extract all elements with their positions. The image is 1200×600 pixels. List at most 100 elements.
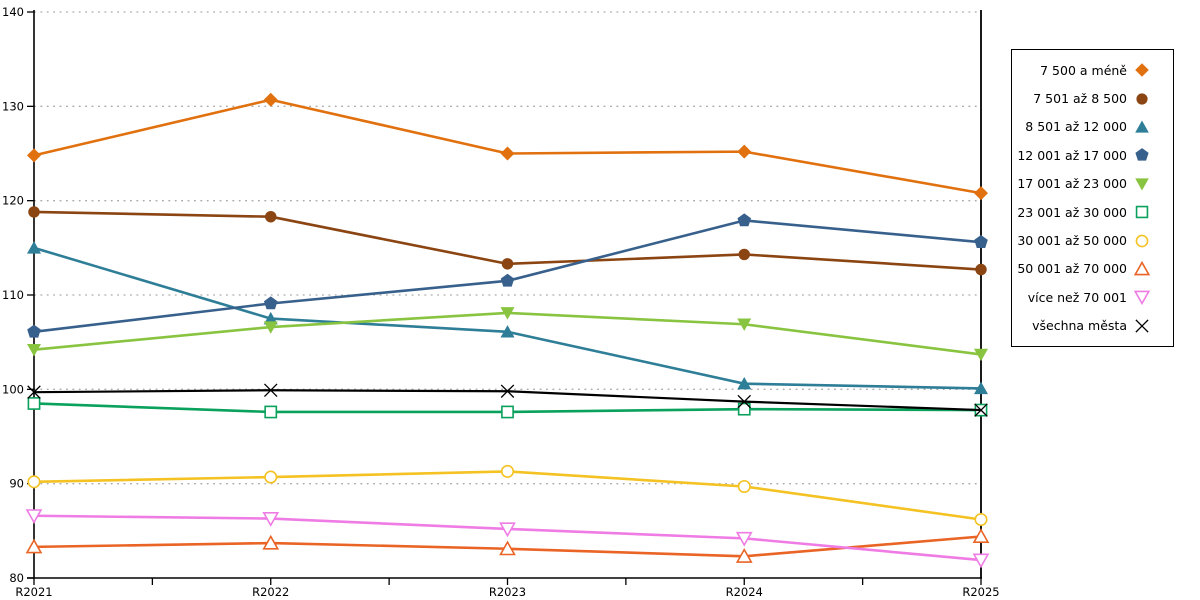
diamond-marker bbox=[974, 186, 988, 201]
square-marker bbox=[737, 402, 751, 416]
legend-marker-icon bbox=[1135, 178, 1149, 191]
legend-label: 50 001 až 70 000 bbox=[1017, 261, 1127, 277]
triangle-down-marker bbox=[27, 343, 41, 357]
y-tick-label: 100 bbox=[2, 382, 24, 396]
legend-label: všechna města bbox=[1032, 318, 1127, 334]
legend-marker-icon bbox=[1135, 120, 1149, 133]
circle-marker bbox=[974, 512, 988, 527]
axes: 80 90 100 110 120 130 140 R2021 R2022 R2023 R2024 R… bbox=[2, 5, 1000, 599]
legend-item: 7 501 až 8 500 bbox=[1012, 87, 1173, 111]
x-tick-label: R2023 bbox=[489, 585, 526, 599]
y-tick-label: 120 bbox=[2, 194, 24, 208]
triangle-down-marker bbox=[500, 307, 515, 320]
x-marker bbox=[27, 385, 41, 399]
legend-marker-icon bbox=[1133, 260, 1151, 276]
triangle-up-marker bbox=[974, 381, 988, 395]
square-marker bbox=[501, 405, 514, 419]
square-marker bbox=[27, 397, 41, 410]
triangle-up-marker bbox=[1133, 260, 1151, 276]
triangle-up-marker bbox=[27, 241, 41, 254]
x-tick-label: R2021 bbox=[15, 585, 52, 599]
circle-marker bbox=[1136, 93, 1148, 105]
legend-item: 23 001 až 30 000 bbox=[1012, 200, 1173, 224]
legend-label: 8 501 až 12 000 bbox=[1025, 119, 1127, 135]
legend-label: 7 501 až 8 500 bbox=[1033, 91, 1127, 107]
legend-marker-icon bbox=[1135, 63, 1149, 77]
circle-marker bbox=[737, 479, 751, 494]
circle-marker bbox=[28, 206, 40, 218]
triangle-down-marker bbox=[499, 522, 516, 538]
x-marker bbox=[974, 403, 988, 417]
x-marker bbox=[500, 384, 515, 398]
series-3 bbox=[27, 213, 988, 338]
triangle-down-marker bbox=[263, 321, 278, 334]
circle-marker bbox=[265, 210, 277, 223]
legend-marker-icon bbox=[1135, 205, 1149, 219]
y-tick-label: 140 bbox=[2, 5, 24, 19]
series-6 bbox=[27, 464, 988, 527]
series-1 bbox=[28, 206, 987, 276]
triangle-up-marker bbox=[25, 538, 43, 554]
diamond-marker bbox=[737, 144, 752, 159]
x-marker bbox=[1135, 319, 1149, 333]
series-8 bbox=[25, 509, 990, 569]
legend-label: 17 001 až 23 000 bbox=[1017, 176, 1127, 192]
diamond-marker bbox=[1135, 63, 1149, 77]
legend-item: všechna města bbox=[1012, 314, 1173, 338]
circle-marker bbox=[975, 263, 987, 276]
triangle-up-marker bbox=[737, 377, 752, 390]
legend-item: více než 70 001 bbox=[1012, 285, 1173, 309]
legend-marker-icon bbox=[1135, 319, 1149, 333]
pentagon-marker bbox=[263, 296, 278, 310]
series-4 bbox=[27, 307, 988, 362]
series-line bbox=[32, 98, 983, 195]
triangle-down-marker bbox=[737, 318, 752, 331]
series-5 bbox=[27, 397, 988, 419]
x-marker bbox=[263, 383, 278, 398]
triangle-down-marker bbox=[972, 553, 990, 569]
square-marker bbox=[1135, 205, 1149, 219]
legend-label: 12 001 až 17 000 bbox=[1017, 147, 1127, 163]
pentagon-marker bbox=[974, 235, 988, 248]
circle-marker bbox=[500, 464, 515, 478]
pentagon-marker bbox=[1135, 148, 1149, 162]
circle-marker bbox=[264, 470, 278, 484]
x-tick-label: R2022 bbox=[252, 585, 289, 599]
series-9 bbox=[27, 383, 988, 417]
legend-label: 23 001 až 30 000 bbox=[1017, 204, 1127, 220]
square-marker bbox=[264, 405, 278, 419]
circle-marker bbox=[27, 475, 41, 489]
legend-marker-icon bbox=[1135, 234, 1149, 247]
legend-item: 30 001 až 50 000 bbox=[1012, 229, 1173, 253]
triangle-up-marker bbox=[500, 325, 515, 338]
legend-item: 7 500 a méně bbox=[1012, 58, 1173, 82]
legend-label: více než 70 001 bbox=[1027, 289, 1127, 305]
triangle-down-marker bbox=[25, 509, 43, 525]
pentagon-marker bbox=[500, 273, 515, 287]
legend-item: 8 501 až 12 000 bbox=[1012, 115, 1173, 139]
triangle-down-marker bbox=[1135, 178, 1149, 191]
legend-item: 17 001 až 23 000 bbox=[1012, 172, 1173, 196]
legend-marker-icon bbox=[1133, 290, 1151, 306]
legend-item: 12 001 až 17 000 bbox=[1012, 143, 1173, 167]
triangle-up-marker bbox=[1135, 120, 1149, 133]
diamond-marker bbox=[27, 148, 41, 163]
circle-marker bbox=[738, 248, 750, 261]
circle-marker bbox=[1135, 234, 1149, 247]
y-tick-label: 130 bbox=[2, 99, 24, 113]
triangle-up-marker bbox=[499, 540, 516, 556]
legend-item: 50 001 až 70 000 bbox=[1012, 257, 1173, 281]
circle-marker bbox=[501, 258, 514, 270]
x-marker bbox=[737, 394, 752, 409]
triangle-up-marker bbox=[735, 548, 753, 563]
triangle-down-marker bbox=[735, 531, 753, 547]
triangle-down-marker bbox=[974, 348, 988, 362]
pentagon-marker bbox=[737, 213, 752, 227]
diamond-marker bbox=[500, 146, 515, 161]
triangle-down-marker bbox=[1133, 290, 1151, 306]
y-tick-label: 80 bbox=[9, 571, 24, 585]
chart-legend: 7 500 a méně 7 501 až 8 500 8 501 až 12 00… bbox=[1011, 49, 1174, 347]
series-line bbox=[32, 470, 983, 521]
triangle-up-marker bbox=[972, 528, 990, 544]
